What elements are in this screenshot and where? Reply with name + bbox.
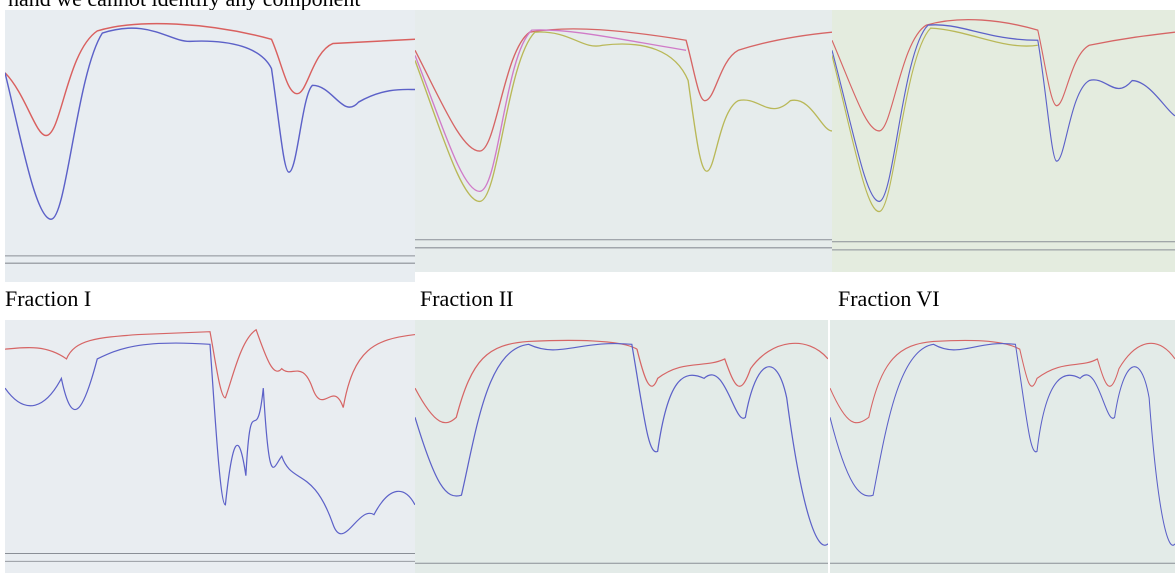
spectrum-photo [832,10,1175,272]
body-text: hand we cannot identify any component [8,0,361,12]
spectrum-photo [415,10,832,272]
caption: Fraction II [420,286,514,311]
caption: Fraction I [5,286,92,311]
spectrum-photo [830,320,1175,573]
spectrum-photo [5,320,415,573]
spectrum-photo [5,10,415,282]
spectrum-photo [415,320,828,573]
caption: Fraction VI [838,286,940,311]
